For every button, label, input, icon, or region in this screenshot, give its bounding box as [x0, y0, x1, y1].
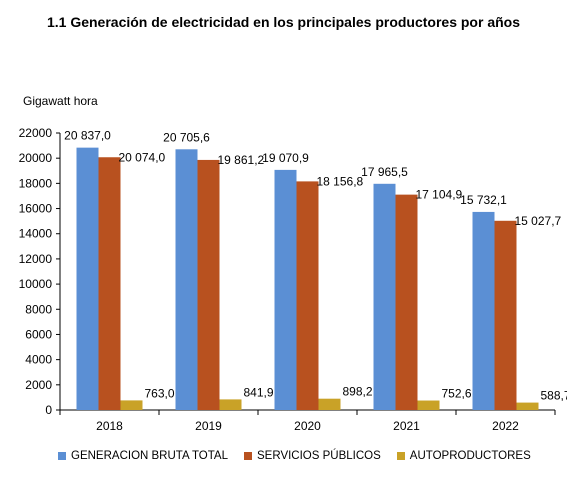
bar — [98, 157, 121, 410]
data-label: 19 861,2 — [218, 153, 265, 167]
data-label: 841,9 — [244, 385, 274, 399]
y-tick-label: 20000 — [19, 151, 53, 165]
bar — [76, 147, 99, 410]
data-label: 898,2 — [343, 385, 373, 399]
bar — [472, 211, 495, 410]
data-label: 17 965,5 — [361, 165, 408, 179]
y-tick-label: 16000 — [19, 202, 53, 216]
data-label: 588,7 — [541, 389, 567, 403]
y-tick-label: 2000 — [25, 378, 52, 392]
legend-label-autoproductores: AUTOPRODUCTORES — [409, 450, 531, 462]
data-label: 15 732,1 — [460, 193, 507, 207]
data-label: 18 156,8 — [317, 174, 364, 188]
y-tick-label: 6000 — [25, 327, 52, 341]
data-label: 15 027,7 — [515, 214, 562, 228]
legend-label-servicios: SERVICIOS PÚBLICOS — [257, 450, 381, 462]
data-label: 763,0 — [145, 386, 175, 400]
x-tick-label: 2018 — [96, 419, 123, 433]
bar — [296, 181, 319, 410]
y-tick-label: 18000 — [19, 176, 53, 190]
bar — [120, 400, 143, 410]
bar — [197, 159, 220, 410]
y-axis-label: Gigawatt hora — [23, 94, 98, 108]
legend-label-generacion: GENERACION BRUTA TOTAL — [71, 450, 228, 462]
bar — [175, 149, 198, 410]
y-tick-label: 14000 — [19, 227, 53, 241]
data-label: 20 837,0 — [64, 129, 111, 143]
legend: GENERACION BRUTA TOTAL SERVICIOS PÚBLICO… — [58, 450, 531, 462]
y-tick-label: 8000 — [25, 302, 52, 316]
y-tick-label: 4000 — [25, 353, 52, 367]
legend-swatch-autoproductores — [396, 452, 405, 460]
y-tick-label: 10000 — [19, 277, 53, 291]
x-tick-label: 2020 — [294, 419, 321, 433]
bar — [373, 183, 396, 410]
x-tick-label: 2019 — [195, 419, 222, 433]
bar — [395, 194, 418, 410]
data-label: 20 705,6 — [163, 130, 210, 144]
legend-swatch-servicios — [244, 452, 252, 460]
bar — [417, 400, 440, 410]
x-tick-label: 2021 — [393, 419, 420, 433]
bar — [494, 220, 517, 410]
y-tick-label: 12000 — [19, 252, 53, 266]
bar — [274, 169, 297, 410]
legend-item-generacion: GENERACION BRUTA TOTAL — [58, 450, 228, 462]
bar — [516, 402, 539, 410]
y-tick-label: 22000 — [19, 126, 53, 140]
chart-title: 1.1 Generación de electricidad en los pr… — [46, 14, 521, 30]
legend-item-servicios: SERVICIOS PÚBLICOS — [244, 450, 381, 462]
data-label: 20 074,0 — [119, 150, 166, 164]
legend-item-autoproductores: AUTOPRODUCTORES — [396, 450, 531, 462]
bar — [219, 399, 242, 410]
y-tick-label: 0 — [45, 403, 52, 417]
data-label: 19 070,9 — [262, 151, 309, 165]
bar — [318, 398, 341, 410]
data-label: 17 104,9 — [416, 188, 463, 202]
x-tick-label: 2022 — [492, 419, 519, 433]
legend-swatch-generacion — [58, 452, 66, 460]
data-label: 752,6 — [442, 387, 472, 401]
